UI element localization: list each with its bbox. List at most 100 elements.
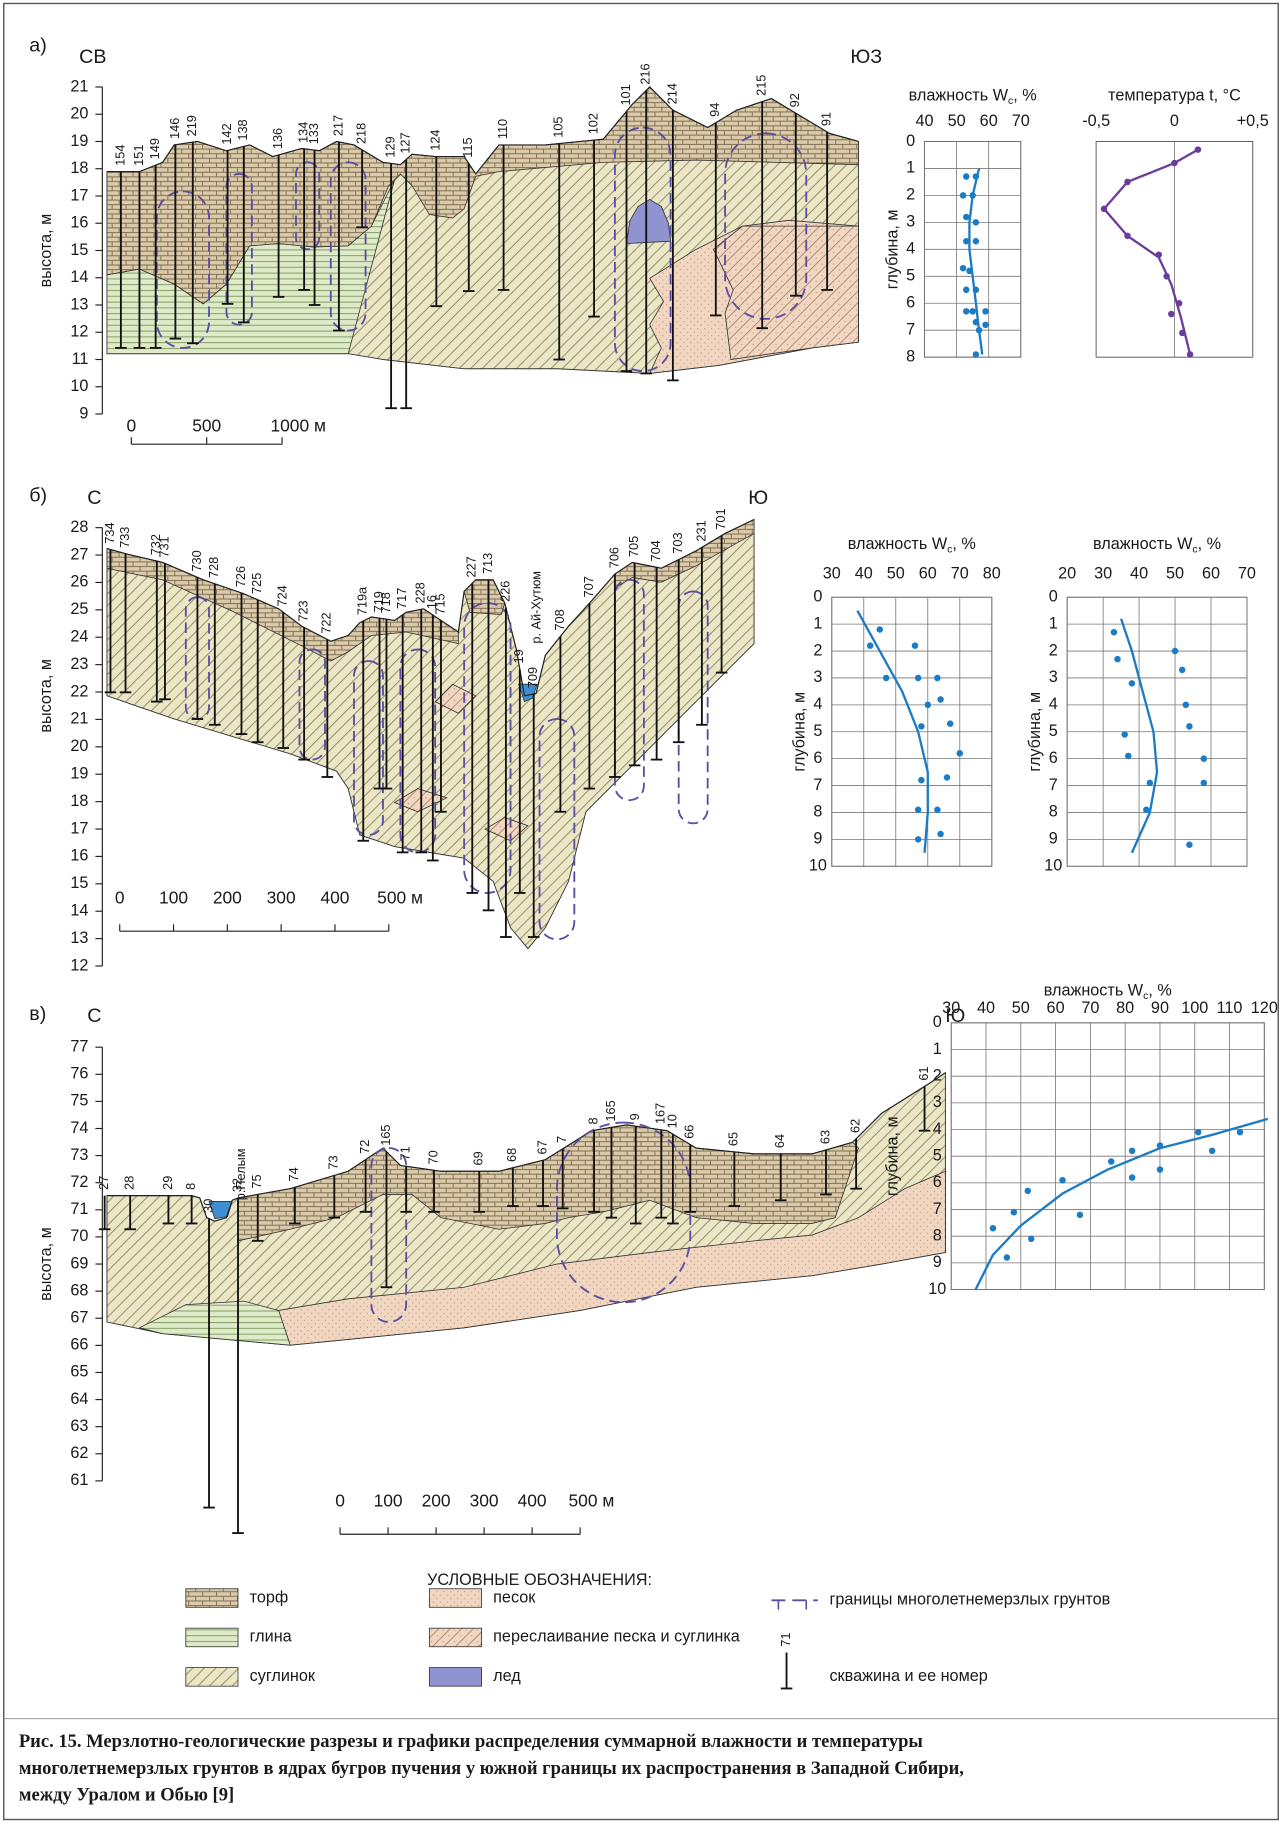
legend-title: УСЛОВНЫЕ ОБОЗНАЧЕНИЯ: [427, 1571, 652, 1589]
y-tick-label: 3 [1049, 668, 1058, 686]
borehole-number: 129 [382, 136, 397, 157]
borehole-number: 102 [585, 113, 600, 134]
direction-left: С [87, 1005, 101, 1027]
y-tick-label: 15 [70, 241, 88, 259]
borehole-number: 734 [102, 522, 117, 543]
borehole-number: 715 [432, 593, 447, 614]
y-tick-label: 5 [906, 267, 915, 285]
y-tick-label: 4 [813, 695, 822, 713]
data-point [1108, 1158, 1114, 1164]
y-tick-label: 14 [70, 268, 88, 286]
borehole-number: 704 [648, 540, 663, 561]
data-point [915, 675, 921, 681]
borehole-number: 717 [394, 588, 409, 609]
legend-swatch [429, 1628, 481, 1647]
borehole-number: 19 [511, 649, 526, 663]
borehole-number: 67 [534, 1140, 549, 1154]
borehole-number: 101 [618, 84, 633, 105]
data-point [1209, 1148, 1215, 1154]
borehole-number: 142 [219, 123, 234, 144]
y-tick-label: 23 [70, 655, 88, 673]
y-tick-label: 11 [72, 350, 89, 368]
y-tick-label: 19 [70, 765, 88, 783]
borehole-number: 709 [525, 667, 540, 688]
legend-label: песок [493, 1588, 536, 1606]
x-tick-label: 40 [1130, 564, 1148, 582]
legend-label: переслаивание песка и суглинка [493, 1628, 741, 1646]
borehole-number: 216 [638, 63, 653, 84]
borehole-number: 74 [286, 1167, 301, 1181]
data-point [915, 807, 921, 813]
y-axis-label: высота, м [37, 214, 55, 288]
y-tick-label: 24 [70, 628, 88, 646]
scale-label: 500 [192, 415, 221, 435]
chart-title: влажность Wc, % [1093, 535, 1221, 555]
y-tick-label: 20 [70, 105, 88, 123]
data-point [973, 351, 979, 357]
borehole-number: 63 [817, 1130, 832, 1144]
y-tick-label: 6 [933, 1173, 942, 1191]
x-tick-label: 70 [951, 564, 969, 582]
caption-line: многолетнемерзлых грунтов в ядрах бугров… [19, 1758, 964, 1779]
y-tick-label: 5 [1049, 722, 1058, 740]
y-tick-label: 1 [813, 614, 822, 632]
panel-label: б) [29, 485, 47, 507]
x-tick-label: 30 [942, 999, 960, 1017]
borehole-number: 151 [131, 145, 146, 166]
borehole-number: 726 [233, 566, 248, 587]
borehole-number: 217 [330, 115, 345, 136]
river-name: р. Ай-Хутюм [529, 571, 544, 644]
panel-label: в) [29, 1003, 46, 1025]
y-tick-label: 5 [933, 1146, 942, 1164]
y-tick-label: 8 [933, 1226, 942, 1244]
borehole-number: 105 [551, 116, 566, 137]
data-point [976, 327, 982, 333]
y-tick-label: 8 [906, 347, 915, 365]
x-tick-label: 0 [1170, 112, 1179, 130]
river-name: р.Пелым [233, 1148, 248, 1200]
data-point [944, 774, 950, 780]
y-tick-label: 74 [70, 1119, 88, 1137]
direction-right: ЮЗ [850, 46, 882, 68]
borehole-number: 708 [552, 609, 567, 630]
y-tick-label: 12 [70, 323, 88, 341]
y-tick-label: 65 [70, 1363, 88, 1381]
data-point [1187, 351, 1193, 357]
y-tick-label: 62 [70, 1444, 88, 1462]
scale-label: 0 [126, 415, 136, 435]
data-point [877, 626, 883, 632]
data-point [1237, 1129, 1243, 1135]
borehole-number: 722 [319, 612, 334, 633]
data-point [1025, 1188, 1031, 1194]
direction-left: С [87, 487, 101, 509]
data-point [1129, 1148, 1135, 1154]
data-point [1129, 680, 1135, 686]
y-tick-label: 25 [70, 600, 88, 618]
data-point [1156, 251, 1162, 257]
figure: 1541511491462191421381361341332172181291… [0, 0, 1282, 1823]
y-tick-label: 0 [1049, 588, 1058, 606]
legend: УСЛОВНЫЕ ОБОЗНАЧЕНИЯ:торфглинасуглинокпе… [186, 1571, 1110, 1689]
borehole-number: 226 [497, 581, 512, 602]
borehole-number: 61 [916, 1066, 931, 1080]
legend-swatch [186, 1589, 238, 1608]
data-point [1195, 146, 1201, 152]
borehole-number: 138 [235, 119, 250, 140]
borehole-number: 214 [664, 83, 679, 104]
borehole-number: 70 [425, 1150, 440, 1164]
y-tick-label: 0 [906, 132, 915, 150]
y-tick-label: 63 [70, 1417, 88, 1435]
y-tick-label: 16 [70, 847, 88, 865]
y-tick-label: 14 [70, 901, 88, 919]
data-point [1195, 1129, 1201, 1135]
borehole-number: 115 [460, 137, 475, 157]
borehole-number: 28 [122, 1176, 137, 1190]
chart-title: температура t, °C [1108, 87, 1241, 105]
x-tick-label: 30 [1094, 564, 1112, 582]
data-point [1201, 755, 1207, 761]
x-tick-label: 20 [1058, 564, 1076, 582]
data-point [1124, 179, 1130, 185]
chart-title: влажность Wc, % [1044, 982, 1172, 1002]
data-point [960, 265, 966, 271]
data-point [1201, 780, 1207, 786]
